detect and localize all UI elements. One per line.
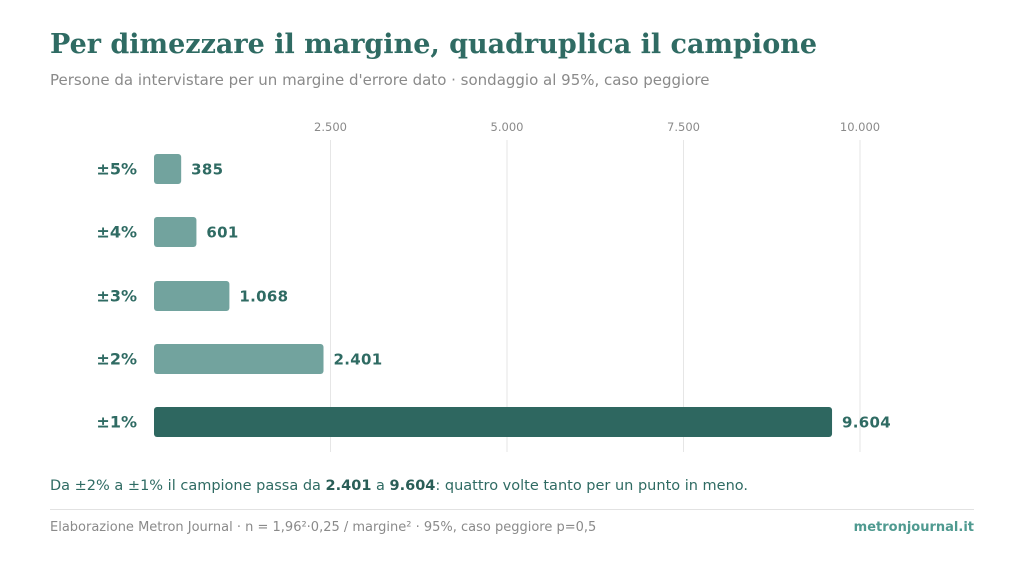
x-tick-label: 2.500 [314,120,347,134]
bar [154,217,197,247]
value-label: 2.401 [334,351,383,369]
value-label: 601 [206,224,238,242]
note-suffix: : quattro volte tanto per un punto in me… [435,478,749,494]
bar [154,344,324,374]
bar-chart: 2.500 5.000 7.500 10.000 ±5% 385 ±4% 601 ±3% 1.06… [96,120,891,452]
category-label: ±1% [96,413,137,432]
category-label: ±5% [96,160,137,179]
note-middle: a [371,478,390,494]
chart-title: Per dimezzare il margine, quadruplica il… [50,29,818,60]
brand-link[interactable]: metronjournal.it [853,520,974,535]
bar [154,281,230,311]
bar [154,407,833,437]
note-prefix: Da ±2% a ±1% il campione passa da [50,478,326,494]
value-label: 1.068 [239,288,288,306]
value-label: 9.604 [842,414,891,432]
x-tick-label: 5.000 [491,120,524,134]
category-label: ±3% [96,287,137,306]
note-value-b: 9.604 [389,478,436,494]
bar [154,154,182,184]
value-label: 385 [191,161,223,179]
category-label: ±2% [96,350,137,369]
category-label: ±4% [96,223,137,242]
x-tick-label: 10.000 [840,120,880,134]
footer-divider [50,509,974,510]
summary-note: Da ±2% a ±1% il campione passa da 2.401 … [50,478,748,494]
chart-subtitle: Persone da intervistare per un margine d… [50,71,710,89]
x-tick-label: 7.500 [667,120,700,134]
note-value-a: 2.401 [325,478,372,494]
source-note: Elaborazione Metron Journal · n = 1,96²·… [50,520,597,535]
